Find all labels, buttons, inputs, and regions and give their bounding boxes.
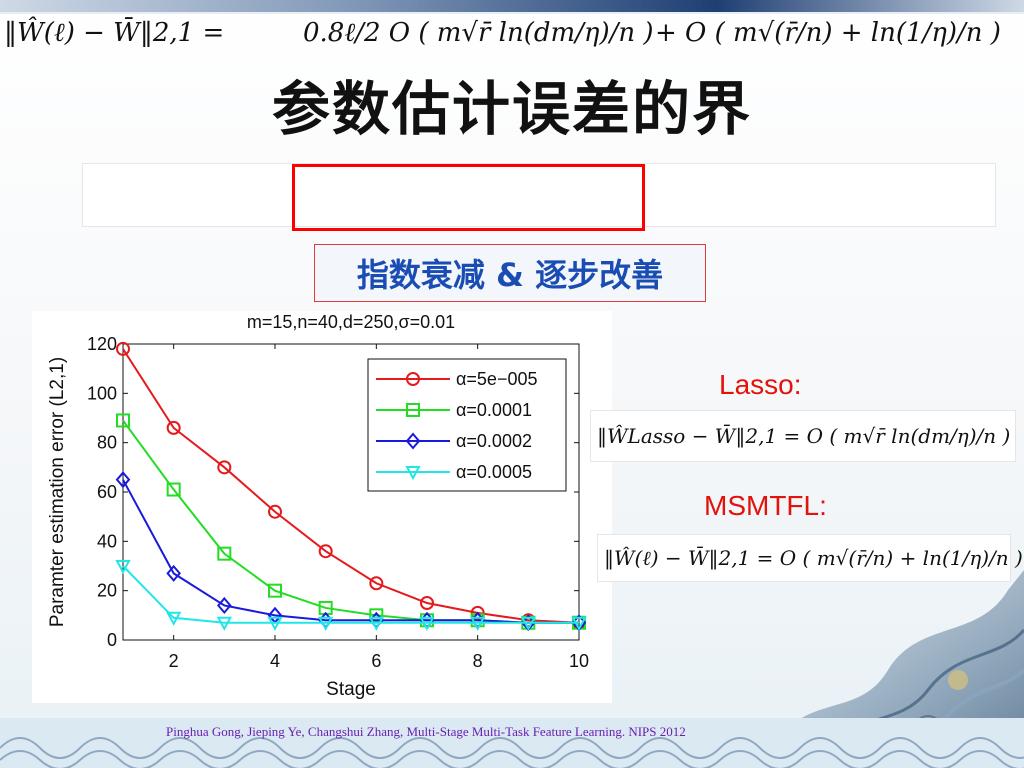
series-0-point bbox=[166, 420, 181, 435]
slide-title: 参数估计误差的界 bbox=[271, 75, 752, 143]
series-3-point bbox=[165, 611, 182, 626]
series-1-point bbox=[166, 482, 181, 497]
legend-label-1: α=0.0001 bbox=[456, 400, 532, 420]
y-tick-label: 120 bbox=[87, 334, 117, 354]
x-tick-label: 6 bbox=[371, 651, 381, 671]
series-line-0 bbox=[122, 348, 580, 624]
y-tick-label: 0 bbox=[107, 630, 117, 650]
callout-box: 指数衰减 & 逐步改善 bbox=[314, 244, 706, 302]
main-formula-highlighted: 0.8ℓ/2 O ( m√r̄ ln(dm/η)/n ) bbox=[303, 18, 654, 48]
y-tick-label: 80 bbox=[97, 433, 117, 453]
series-0-point bbox=[420, 596, 434, 610]
series-2-point bbox=[166, 564, 181, 582]
series-0-point bbox=[318, 544, 333, 559]
legend-label-2: α=0.0002 bbox=[456, 431, 532, 451]
y-tick-label: 20 bbox=[97, 581, 117, 601]
main-formula-left: ‖Ŵ(ℓ) − W̄‖2,1 = bbox=[4, 18, 225, 48]
main-formula-right: + O ( m√(r̄/n) + ln(1/η)/n ) bbox=[655, 18, 1001, 48]
main-formula-bar bbox=[82, 163, 996, 227]
citation-footer: Pinghua Gong, Jieping Ye, Changshui Zhan… bbox=[166, 724, 686, 739]
wave-decoration bbox=[0, 718, 1024, 768]
series-0-point bbox=[470, 605, 485, 620]
lasso-label: Lasso: bbox=[719, 369, 802, 400]
series-3-point bbox=[419, 616, 435, 631]
line-chart: m=15,n=40,d=250,σ=0.01 0 20 40 60 80 100 120 2 4 6… bbox=[47, 312, 589, 700]
series-1-point bbox=[369, 608, 384, 623]
chart-title: m=15,n=40,d=250,σ=0.01 bbox=[247, 312, 455, 332]
legend-marker-2 bbox=[405, 432, 421, 450]
x-tick-label: 8 bbox=[473, 651, 483, 671]
series-line-2 bbox=[122, 479, 579, 624]
lasso-formula: ‖ŴLasso − W̄‖2,1 = O ( m√r̄ ln(dm/η)/n ) bbox=[590, 410, 1016, 462]
highlight-box bbox=[292, 164, 645, 231]
series-1-point bbox=[116, 413, 130, 428]
series-0-point bbox=[369, 576, 384, 591]
legend-marker-1 bbox=[406, 403, 420, 417]
top-accent-line bbox=[0, 12, 1024, 14]
series-0-point bbox=[217, 460, 232, 475]
msmtfl-label: MSMTFL: bbox=[704, 490, 827, 521]
series-3-point bbox=[317, 616, 334, 631]
series-1-point bbox=[268, 583, 282, 598]
series-3-point bbox=[115, 560, 131, 575]
legend-label-3: α=0.0005 bbox=[456, 462, 532, 482]
legend-box bbox=[367, 358, 567, 492]
legend-marker-0 bbox=[406, 372, 420, 386]
legend-marker-3 bbox=[405, 466, 421, 481]
series-3-point bbox=[520, 616, 537, 631]
chart-panel: m=15,n=40,d=250,σ=0.01 0 20 40 60 80 100 120 2 4 6… bbox=[32, 311, 612, 703]
y-tick-label: 100 bbox=[87, 383, 117, 403]
series-0-point bbox=[268, 504, 282, 519]
y-tick-label: 40 bbox=[97, 531, 117, 551]
legend-label-0: α=5e−005 bbox=[456, 369, 537, 389]
series-1-point bbox=[217, 546, 232, 561]
series-line-3 bbox=[122, 565, 579, 624]
series-3-point bbox=[216, 616, 233, 631]
series-2-point bbox=[217, 596, 232, 615]
series-3-point bbox=[469, 616, 486, 631]
series-0-point bbox=[116, 341, 130, 356]
series-3-point bbox=[267, 616, 283, 631]
msmtfl-formula: ‖Ŵ(ℓ) − W̄‖2,1 = O ( m√(r̄/n) + ln(1/η)/… bbox=[597, 534, 1023, 582]
x-axis-label: Stage bbox=[326, 679, 376, 700]
x-tick-label: 4 bbox=[270, 651, 280, 671]
y-tick-label: 60 bbox=[97, 482, 117, 502]
top-accent-bar bbox=[0, 0, 1024, 12]
y-axis-label: Paramter estimation error (L2,1) bbox=[47, 357, 68, 627]
x-tick-label: 2 bbox=[169, 651, 179, 671]
series-3-point bbox=[368, 616, 385, 631]
series-2-point bbox=[115, 471, 131, 489]
series-3-point bbox=[571, 616, 587, 631]
x-tick-label: 10 bbox=[569, 651, 589, 671]
